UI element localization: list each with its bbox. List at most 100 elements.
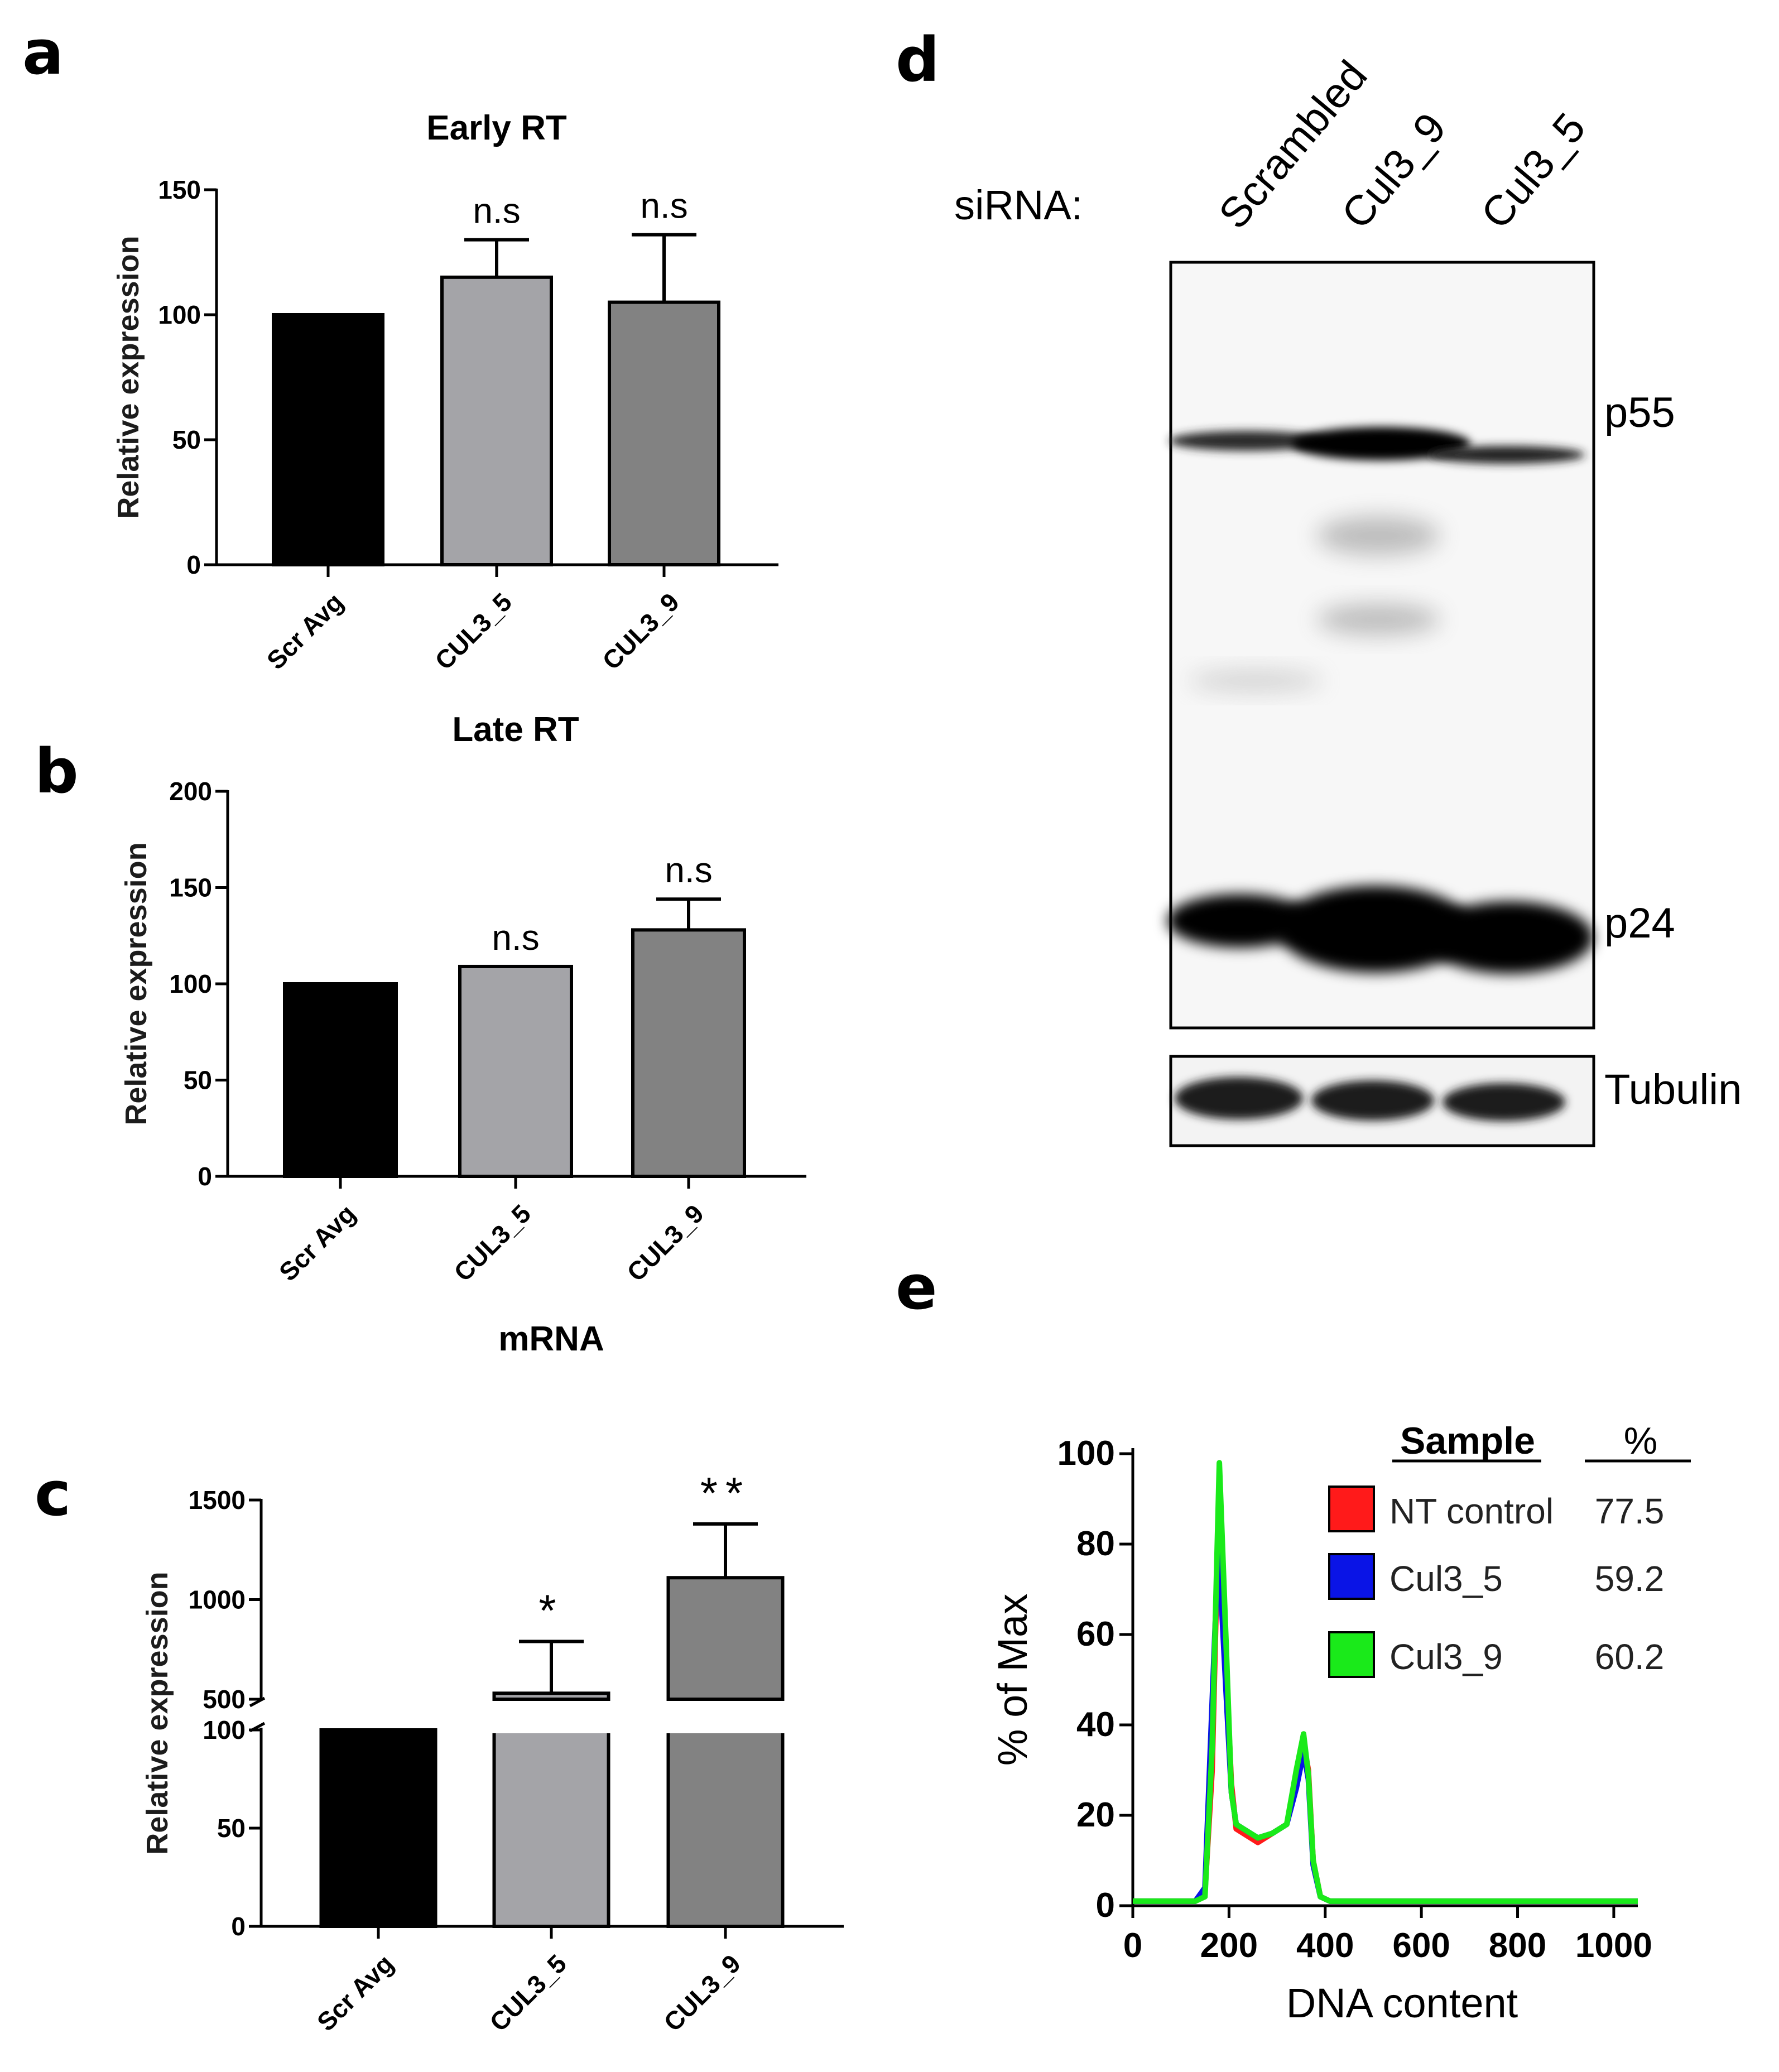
y-axis-label: % of Max (989, 1594, 1036, 1766)
bar-break-gap (491, 1725, 612, 1733)
y-tick-label: 50 (217, 1814, 246, 1843)
x-tick-label: CUL3_9 (621, 1199, 709, 1287)
bar-upper-segment (492, 1691, 610, 1701)
panel-letter-a: a (22, 17, 64, 88)
blot-sirna-label: siRNA: (954, 182, 1083, 228)
bar-break-gap (665, 1725, 786, 1733)
bar-upper-segment (666, 1576, 785, 1701)
bar (458, 964, 573, 1178)
band-label-tubulin: Tubulin (1604, 1066, 1742, 1113)
legend-header-sample: Sample (1400, 1420, 1535, 1462)
significance-label: n.s (640, 186, 687, 226)
x-tick-label: CUL3_5 (448, 1199, 536, 1287)
significance-label: n.s (473, 191, 520, 231)
y-axis-label: Relative expression (112, 235, 145, 518)
band-p24-scrambled (1167, 894, 1312, 948)
bar (440, 275, 553, 566)
x-axis-label: mRNA (498, 1320, 604, 1358)
legend-label: Cul3_5 (1389, 1559, 1503, 1599)
significance-label: n.s (665, 850, 712, 890)
panel-letter-b: b (35, 735, 79, 807)
bar (319, 1728, 437, 1928)
legend-percent: 60.2 (1595, 1637, 1665, 1677)
x-tick-label: 200 (1200, 1926, 1258, 1965)
legend-percent: 77.5 (1595, 1491, 1665, 1531)
y-tick-label: 1500 (189, 1486, 246, 1515)
y-tick-label: 150 (169, 873, 212, 902)
x-tick-label: 600 (1392, 1926, 1450, 1965)
legend-swatch (1328, 1486, 1375, 1532)
blot-lane-label: Cul3_9 (1333, 104, 1455, 238)
chart-title: Late RT (452, 710, 579, 749)
y-tick-label: 100 (169, 969, 212, 998)
x-tick-label: CUL3_9 (597, 587, 685, 675)
legend-swatch (1328, 1553, 1375, 1600)
x-tick-label: 800 (1489, 1926, 1546, 1965)
significance-label: * (538, 1585, 564, 1635)
x-tick-label: Scr Avg (273, 1199, 361, 1286)
band-p55-cul3-9 (1292, 427, 1470, 460)
x-tick-label: 1000 (1575, 1926, 1652, 1965)
x-tick-label: CUL3_5 (484, 1949, 572, 2037)
y-tick-label: 0 (186, 550, 201, 579)
significance-label: ** (700, 1468, 751, 1518)
chart-b: Late RT Relative expression 0 50 100 150 200 Sc… (119, 710, 806, 1358)
bar (608, 300, 720, 566)
panel-letter-c: c (35, 1458, 71, 1530)
band-tubulin-cul3-9 (1311, 1080, 1434, 1121)
y-tick-label: 0 (231, 1912, 246, 1941)
band-p55-cul3-5 (1429, 446, 1585, 464)
bar-lower-segment (666, 1728, 785, 1928)
y-tick-label: 100 (1057, 1434, 1115, 1473)
y-tick-label: 200 (169, 777, 212, 806)
y-tick-label: 0 (198, 1162, 212, 1191)
band-p24-cul3-9 (1278, 886, 1473, 973)
bar-lower-segment (492, 1728, 610, 1928)
band-tubulin-scrambled (1175, 1077, 1303, 1119)
smear-cul3-9-lower (1317, 604, 1440, 635)
y-tick-label: 150 (158, 175, 201, 204)
x-tick-label: CUL3_9 (658, 1949, 746, 2037)
y-tick-label: 50 (184, 1066, 212, 1095)
bar (272, 313, 384, 566)
series-line (1133, 1460, 1638, 1904)
y-tick-label: 500 (203, 1685, 246, 1714)
legend-label: Cul3_9 (1389, 1637, 1503, 1677)
band-tubulin-cul3-5 (1443, 1083, 1565, 1121)
band-label-p24: p24 (1604, 900, 1675, 947)
y-tick-label: 50 (172, 425, 201, 454)
legend-label: NT control (1389, 1491, 1554, 1531)
smear-cul3-9-upper (1317, 516, 1440, 555)
y-tick-label: 100 (158, 300, 201, 329)
band-label-p55: p55 (1604, 389, 1675, 436)
chart-a: Early RT Relative expression 0 50 100 150 Scr … (112, 109, 778, 675)
y-tick-label: 0 (1096, 1886, 1115, 1925)
legend-swatch (1328, 1631, 1375, 1678)
y-tick-label: 20 (1076, 1796, 1115, 1834)
y-tick-label: 60 (1076, 1615, 1115, 1653)
chart-title: Early RT (426, 109, 567, 147)
band-p24-cul3-5 (1426, 901, 1593, 974)
band-p55-scrambled (1169, 431, 1325, 451)
y-axis-label: Relative expression (141, 1571, 174, 1854)
legend-percent: 59.2 (1595, 1559, 1665, 1599)
panel-letter-d: d (896, 24, 940, 95)
x-tick-label: 0 (1123, 1926, 1142, 1965)
y-tick-label: 80 (1076, 1525, 1115, 1563)
blot-lane-label: Cul3_5 (1472, 104, 1595, 238)
y-tick-label: 1000 (189, 1585, 246, 1614)
x-axis-label: DNA content (1286, 1980, 1518, 2026)
y-tick-label: 40 (1076, 1705, 1115, 1744)
blot-smear (1189, 516, 1440, 692)
bar (283, 982, 398, 1178)
bar (631, 928, 746, 1179)
x-tick-label: Scr Avg (261, 587, 349, 675)
x-tick-label: CUL3_5 (429, 587, 517, 675)
y-axis-label: Relative expression (119, 842, 153, 1125)
western-blot: siRNA: Scrambled Cul3_9 Cul3_5 p55 p24 T… (954, 52, 1742, 1147)
axis-break-mark (249, 1696, 266, 1708)
panel-letter-e: e (896, 1252, 937, 1323)
